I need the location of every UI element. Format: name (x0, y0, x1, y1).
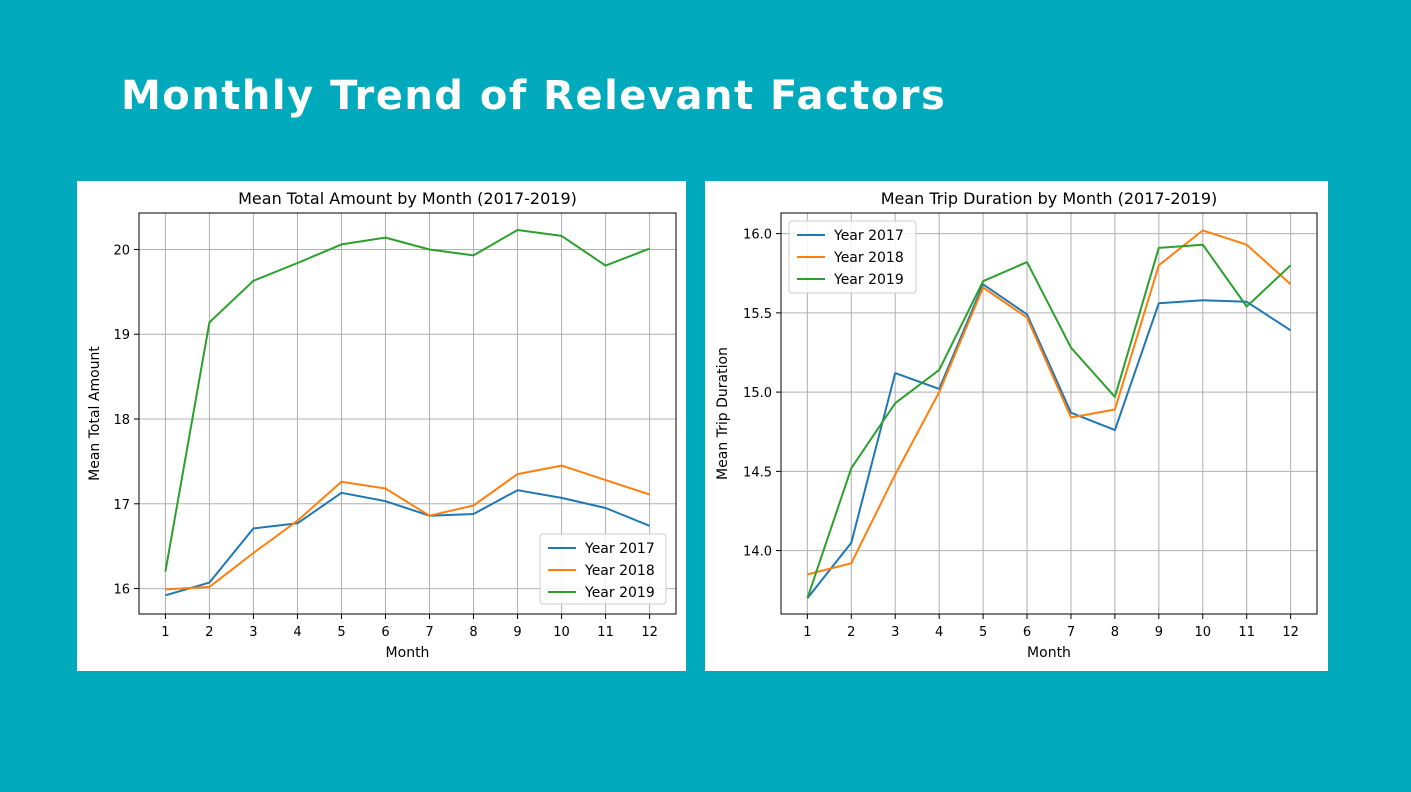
chart-total-amount: Mean Total Amount by Month (2017-2019)1 2… (87, 189, 677, 661)
x-tick-label: 6 (1023, 625, 1031, 640)
x-tick-label: 9 (1155, 625, 1163, 640)
x-tick-label: 5 (337, 625, 345, 640)
series-line-year-2019 (806, 243, 1292, 599)
y-tick-label: 16.0 (743, 228, 772, 243)
x-axis-title: Month (386, 645, 430, 661)
chart-panel-total-amount: Mean Total Amount by Month (2017-2019) 1 2… (77, 181, 686, 671)
chart-panel-trip-duration: Mean Trip Duration by Month (2017-2019) 1… (705, 181, 1328, 671)
y-tick-label: 15.5 (743, 307, 772, 322)
slide-title: Monthly Trend of Relevant Factors (121, 73, 947, 119)
x-tick-label: 8 (469, 625, 477, 640)
x-tick-label: 4 (935, 625, 943, 640)
x-axis-title: Month (1027, 645, 1071, 661)
y-tick-label: 17 (113, 498, 130, 513)
x-tick-label: 11 (597, 625, 614, 640)
x-tick-label: 8 (1111, 625, 1119, 640)
legend-label: Year 2017 (833, 228, 904, 244)
chart-title: Mean Total Amount by Month (2017-2019) (238, 189, 577, 208)
y-tick-label: 18 (113, 413, 130, 428)
x-tick-label: 1 (161, 625, 169, 640)
series-line-year-2017 (806, 283, 1292, 599)
legend-label: Year 2019 (833, 272, 904, 288)
legend: Year 2017 Year 2018 Year 2019 (788, 220, 917, 294)
y-tick-label: 15.0 (743, 386, 772, 401)
y-tick-label: 20 (113, 243, 130, 258)
x-tick-label: 9 (513, 625, 521, 640)
chart-trip-duration: Mean Trip Duration by Month (2017-2019) 1… (715, 189, 1318, 661)
y-tick-label: 14.0 (743, 545, 772, 560)
legend-label: Year 2018 (833, 250, 904, 266)
x-tick-label: 7 (1067, 625, 1075, 640)
y-axis-title: Mean Trip Duration (715, 347, 731, 480)
axes-frame (138, 212, 677, 615)
y-tick-label: 14.5 (743, 465, 772, 480)
legend-label: Year 2017 (584, 541, 655, 557)
legend-box (539, 533, 667, 605)
series-line-year-2019 (164, 229, 650, 572)
x-tick-label: 12 (1282, 625, 1299, 640)
x-tick-label: 3 (249, 625, 257, 640)
legend-box (788, 220, 917, 294)
x-tick-label: 10 (553, 625, 570, 640)
legend-label: Year 2018 (584, 563, 655, 579)
x-tick-label: 6 (381, 625, 389, 640)
series-line-year-2018 (807, 229, 1292, 576)
x-tick-label: 2 (847, 625, 855, 640)
y-tick-label: 16 (113, 583, 130, 598)
x-tick-label: 5 (979, 625, 987, 640)
x-tick-label: 4 (293, 625, 301, 640)
x-tick-label: 3 (891, 625, 899, 640)
legend-label: Year 2019 (584, 585, 655, 601)
x-tick-label: 1 (803, 625, 811, 640)
x-tick-label: 12 (641, 625, 658, 640)
legend: Year 2017 Year 2018 Year 2019 (539, 533, 667, 605)
series-line-year-2018 (165, 464, 650, 591)
y-tick-label: 19 (113, 328, 130, 343)
y-axis-title: Mean Total Amount (87, 346, 103, 481)
x-tick-label: 7 (425, 625, 433, 640)
axes-frame (780, 212, 1318, 615)
x-tick-label: 11 (1238, 625, 1255, 640)
series-line-year-2017 (165, 489, 650, 597)
x-tick-label: 2 (205, 625, 213, 640)
chart-title: Mean Trip Duration by Month (2017-2019) (881, 189, 1218, 208)
x-tick-label: 10 (1194, 625, 1211, 640)
